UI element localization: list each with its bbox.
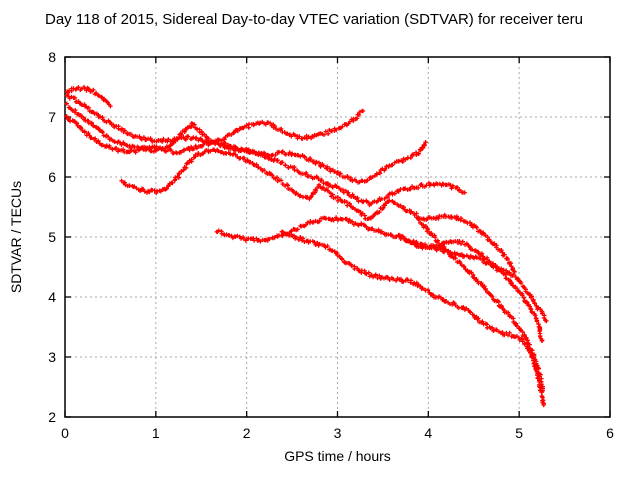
x-tick-label: 6 xyxy=(606,425,614,441)
x-tick-label: 4 xyxy=(424,425,432,441)
x-tick-label: 2 xyxy=(243,425,251,441)
y-tick-label: 2 xyxy=(48,409,56,425)
y-tick-label: 5 xyxy=(48,229,56,245)
series-track-2 xyxy=(64,93,366,146)
x-tick-label: 5 xyxy=(515,425,523,441)
chart-title: Day 118 of 2015, Sidereal Day-to-day VTE… xyxy=(45,11,583,28)
x-axis-label: GPS time / hours xyxy=(284,448,391,464)
series-track-8 xyxy=(415,216,545,393)
y-tick-label: 3 xyxy=(48,349,56,365)
series-track-9 xyxy=(396,232,545,343)
series-track-1 xyxy=(64,84,113,109)
series-track-4 xyxy=(64,114,467,208)
y-tick-label: 4 xyxy=(48,289,56,305)
series-track-7 xyxy=(279,229,546,408)
x-tick-label: 3 xyxy=(334,425,342,441)
y-tick-label: 7 xyxy=(48,109,56,125)
series-track-5 xyxy=(119,147,517,274)
x-tick-label: 0 xyxy=(61,425,69,441)
x-tick-label: 1 xyxy=(152,425,160,441)
y-tick-label: 8 xyxy=(48,49,56,65)
y-tick-label: 6 xyxy=(48,169,56,185)
